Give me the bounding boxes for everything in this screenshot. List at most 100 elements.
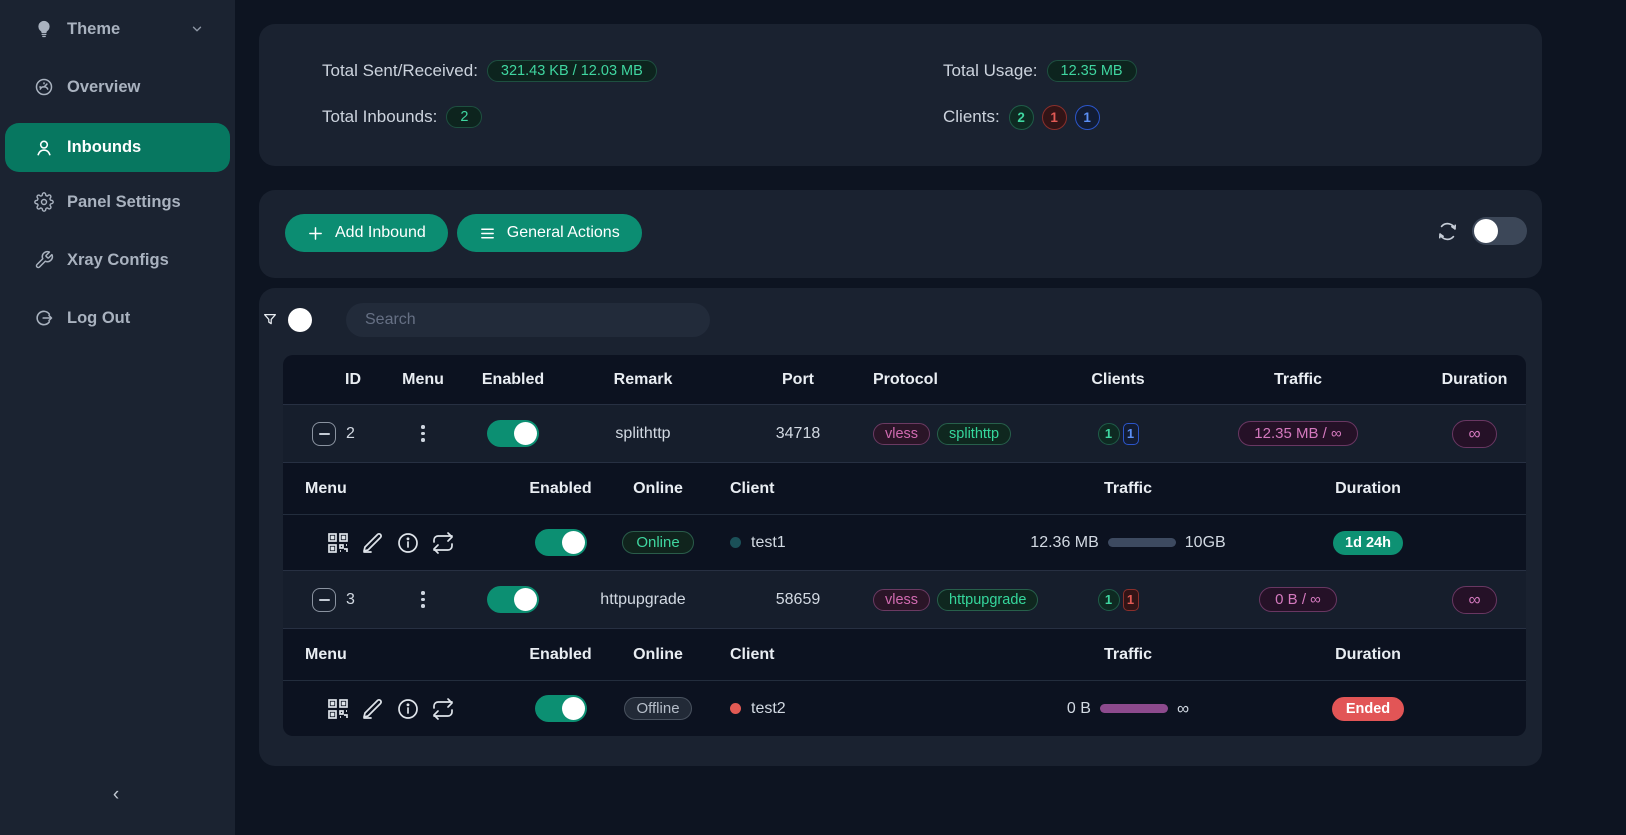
search-input[interactable]	[346, 303, 710, 337]
total-inbounds-value: 2	[446, 106, 483, 128]
info-icon[interactable]	[396, 697, 420, 721]
sent-received-value: 321.43 KB / 12.03 MB	[486, 60, 657, 82]
inbounds-table: ID Menu Enabled Remark Port Protocol Cli…	[283, 355, 1526, 736]
inbound-duration-pill: ∞	[1452, 585, 1497, 614]
col-header-id: ID	[345, 370, 361, 388]
row-menu-button[interactable]	[415, 421, 431, 446]
inbound-id: 3	[346, 590, 355, 608]
total-usage-label: Total Usage:	[943, 61, 1038, 80]
client-duration-badge: 1d 24h	[1333, 530, 1403, 555]
sub-header-client: Client	[730, 479, 775, 497]
inbound-enabled-toggle[interactable]	[487, 586, 539, 613]
clients-label: Clients:	[943, 107, 1000, 126]
qrcode-icon[interactable]	[326, 697, 350, 721]
sub-header-menu: Menu	[305, 479, 347, 497]
total-usage-value: 12.35 MB	[1046, 60, 1137, 82]
inbound-enabled-toggle[interactable]	[487, 420, 539, 447]
traffic-progress-bar	[1099, 704, 1168, 713]
client-name: test2	[751, 699, 786, 717]
gear-icon	[34, 192, 54, 212]
sub-header-online: Online	[633, 479, 683, 497]
collapse-row-button[interactable]	[312, 421, 336, 446]
client-enabled-toggle[interactable]	[534, 695, 587, 722]
edit-icon[interactable]	[361, 531, 385, 555]
col-header-traffic: Traffic	[1273, 370, 1322, 388]
sub-header-traffic: Traffic	[1103, 645, 1152, 663]
sent-received-label: Total Sent/Received:	[322, 61, 478, 80]
inbound-traffic-pill: 0 B / ∞	[1259, 587, 1337, 612]
client-name: test1	[751, 533, 786, 551]
client-status-dot	[730, 703, 741, 714]
clients-count-online: 1	[1074, 104, 1100, 130]
sub-header-client: Client	[730, 645, 775, 663]
col-header-enabled: Enabled	[481, 370, 545, 388]
clients-count-active: 2	[1008, 104, 1034, 130]
add-inbound-button[interactable]: Add Inbound	[285, 214, 448, 252]
reset-traffic-icon[interactable]	[431, 697, 455, 721]
toolbar-buttons: Add Inbound General Actions	[285, 214, 642, 252]
table-header-row: ID Menu Enabled Remark Port Protocol Cli…	[283, 355, 1526, 404]
sidebar-item-log-out[interactable]: Log Out	[5, 297, 230, 339]
inbound-remark: httpupgrade	[600, 590, 686, 608]
col-header-duration: Duration	[1441, 370, 1508, 388]
sub-header-traffic: Traffic	[1103, 479, 1152, 497]
add-inbound-label: Add Inbound	[335, 224, 426, 241]
sidebar-item-panel-settings[interactable]: Panel Settings	[5, 181, 230, 223]
general-actions-button[interactable]: General Actions	[456, 214, 642, 252]
toggle-knob	[1474, 219, 1498, 243]
toggle-knob	[561, 697, 585, 720]
sidebar-item-label: Theme	[67, 19, 121, 38]
dashboard-icon	[34, 77, 54, 97]
toggle-knob	[561, 531, 585, 554]
client-subtable-header: Menu Enabled Online Client Traffic Durat…	[283, 462, 1526, 514]
row-menu-button[interactable]	[415, 587, 431, 612]
sidebar-item-overview[interactable]: Overview	[5, 66, 230, 108]
stat-sent-received: Total Sent/Received: 321.43 KB / 12.03 M…	[322, 57, 657, 85]
general-actions-label: General Actions	[506, 224, 620, 241]
stats-card: Total Sent/Received: 321.43 KB / 12.03 M…	[259, 24, 1542, 166]
collapse-row-button[interactable]	[312, 587, 336, 612]
traffic-progress-bar	[1107, 538, 1176, 547]
toggle-knob	[514, 422, 537, 445]
stat-total-usage: Total Usage: 12.35 MB	[943, 57, 1137, 85]
auto-refresh-toggle[interactable]	[1472, 217, 1527, 245]
inbound-duration-pill: ∞	[1452, 419, 1497, 448]
plus-icon	[307, 225, 324, 242]
inbounds-table-card: ID Menu Enabled Remark Port Protocol Cli…	[259, 288, 1542, 766]
online-status-badge: Online	[622, 531, 694, 554]
sub-header-enabled: Enabled	[529, 479, 592, 497]
refresh-icon[interactable]	[1437, 221, 1458, 242]
reset-traffic-icon[interactable]	[431, 531, 455, 555]
qrcode-icon[interactable]	[326, 531, 350, 555]
client-count-badge: 1	[1097, 588, 1120, 611]
wrench-icon	[34, 250, 54, 270]
stat-clients: Clients: 2 1 1	[943, 103, 1100, 131]
sub-header-menu: Menu	[305, 645, 347, 663]
toggle-knob	[288, 308, 312, 332]
sidebar-item-label: Xray Configs	[67, 250, 169, 269]
sidebar-item-label: Log Out	[67, 308, 131, 327]
inbound-row: 2 splithttp 34718 vless splithttp 1 1 12…	[283, 404, 1526, 462]
chevron-left-icon: ‹	[112, 784, 120, 805]
traffic-total: ∞	[1176, 698, 1190, 718]
edit-icon[interactable]	[361, 697, 385, 721]
transport-tag: splithttp	[937, 422, 1012, 445]
sub-header-duration: Duration	[1335, 479, 1401, 497]
clients-count-badges: 2 1 1	[1008, 104, 1100, 130]
clients-count-depleted: 1	[1041, 104, 1067, 130]
sidebar-item-xray-configs[interactable]: Xray Configs	[5, 239, 230, 281]
info-icon[interactable]	[396, 531, 420, 555]
inbound-row: 3 httpupgrade 58659 vless httpupgrade 1 …	[283, 570, 1526, 628]
sidebar-item-inbounds[interactable]: Inbounds	[5, 123, 230, 172]
sidebar-item-theme[interactable]: Theme	[5, 8, 230, 50]
transport-tag: httpupgrade	[937, 588, 1039, 611]
client-count-badge: 1	[1122, 422, 1139, 445]
toggle-knob	[514, 588, 537, 611]
total-inbounds-label: Total Inbounds:	[322, 107, 438, 126]
client-enabled-toggle[interactable]	[534, 529, 587, 556]
col-header-port: Port	[782, 370, 814, 388]
sidebar-collapse-button[interactable]: ‹	[104, 783, 128, 807]
col-header-remark: Remark	[613, 370, 673, 388]
client-count-badge: 1	[1122, 588, 1139, 611]
inbound-id: 2	[346, 424, 355, 442]
